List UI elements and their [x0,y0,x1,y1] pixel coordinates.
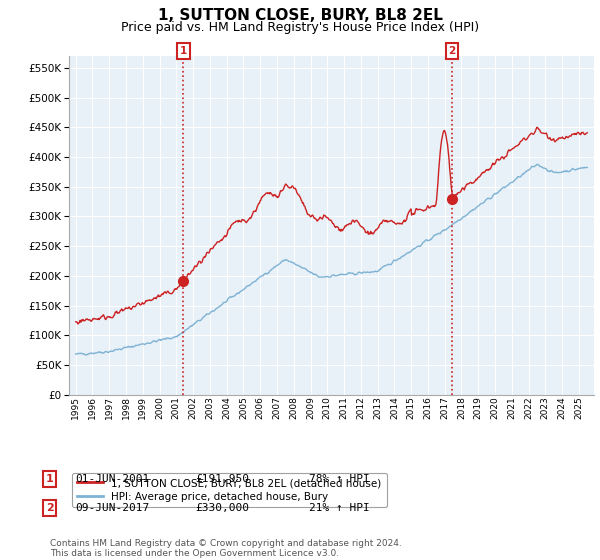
Text: £191,950: £191,950 [195,474,249,484]
Text: 2: 2 [448,46,456,56]
Text: £330,000: £330,000 [195,503,249,513]
Text: 01-JUN-2001: 01-JUN-2001 [75,474,149,484]
Text: 1: 1 [180,46,187,56]
Text: 1, SUTTON CLOSE, BURY, BL8 2EL: 1, SUTTON CLOSE, BURY, BL8 2EL [158,8,442,24]
Text: 1: 1 [46,474,53,484]
Text: 2: 2 [46,503,53,513]
Text: Price paid vs. HM Land Registry's House Price Index (HPI): Price paid vs. HM Land Registry's House … [121,21,479,34]
Text: Contains HM Land Registry data © Crown copyright and database right 2024.
This d: Contains HM Land Registry data © Crown c… [50,539,401,558]
Text: 78% ↑ HPI: 78% ↑ HPI [309,474,370,484]
Legend: 1, SUTTON CLOSE, BURY, BL8 2EL (detached house), HPI: Average price, detached ho: 1, SUTTON CLOSE, BURY, BL8 2EL (detached… [71,473,386,507]
Text: 21% ↑ HPI: 21% ↑ HPI [309,503,370,513]
Text: 09-JUN-2017: 09-JUN-2017 [75,503,149,513]
